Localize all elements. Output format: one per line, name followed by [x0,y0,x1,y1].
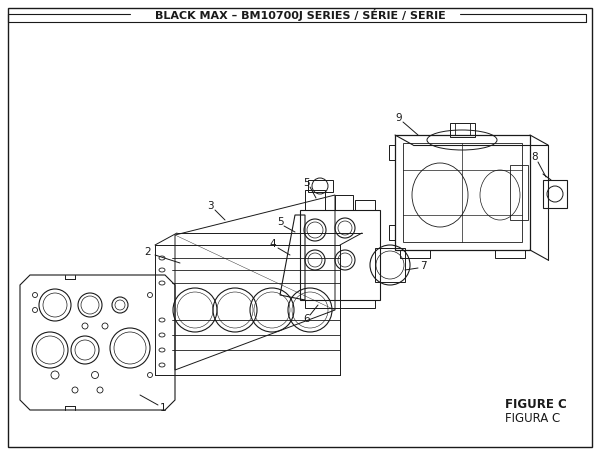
Bar [335,195,353,210]
Text: BLACK MAX – BM10700J SERIES / SÉRIE / SERIE: BLACK MAX – BM10700J SERIES / SÉRIE / SE… [155,9,445,21]
Text: 4: 4 [269,239,277,249]
Text: FIGURE C: FIGURE C [505,399,567,411]
Bar [543,180,567,208]
Text: 1: 1 [160,403,166,413]
Text: FIGURA C: FIGURA C [505,411,560,425]
Bar [389,145,395,160]
Text: 5: 5 [277,217,283,227]
Bar [308,180,333,192]
Text: 2: 2 [145,247,151,257]
Text: 5: 5 [304,178,310,188]
Bar [395,135,530,250]
Text: 6: 6 [304,314,310,324]
Bar [355,200,375,210]
Bar [450,123,475,137]
Bar [400,250,430,258]
Text: 8: 8 [532,152,538,162]
Text: 9: 9 [395,113,403,123]
Bar [389,225,395,240]
Bar [375,248,405,282]
Bar [300,210,380,300]
Bar [510,165,528,220]
Bar [305,190,325,210]
Bar [403,143,522,242]
Bar [495,250,525,258]
Text: 7: 7 [419,261,427,271]
Text: 3: 3 [206,201,214,211]
Bar [305,300,375,308]
